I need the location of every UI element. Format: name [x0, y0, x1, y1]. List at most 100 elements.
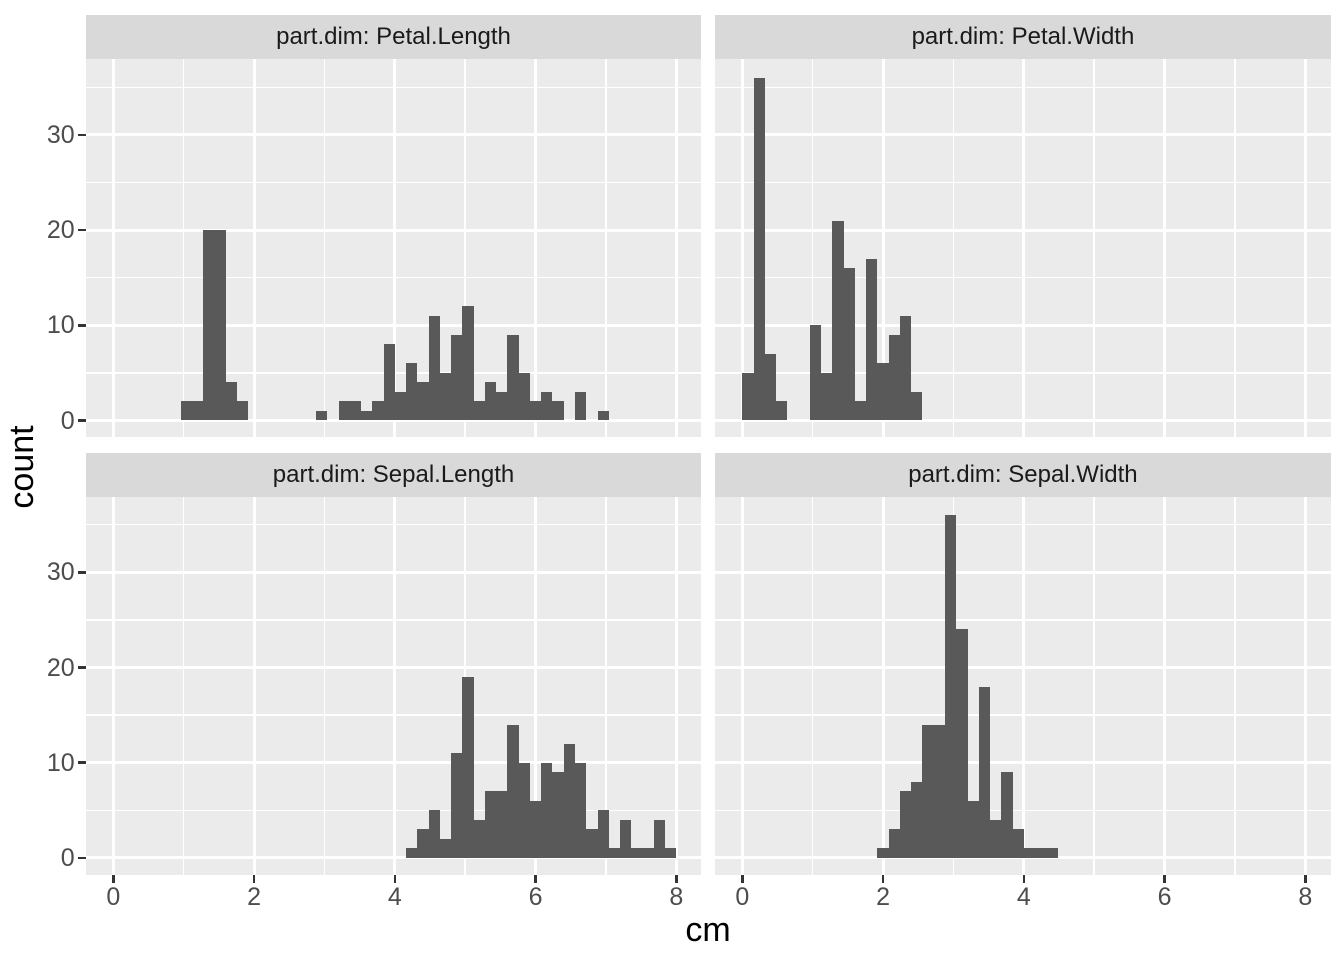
y-tick-label: 0	[60, 843, 75, 872]
histogram-bar	[821, 372, 833, 421]
facet-strip: part.dim: Sepal.Length	[86, 452, 701, 497]
histogram-bar	[462, 677, 474, 858]
histogram-bar	[428, 810, 440, 858]
y-tick-label: 10	[46, 748, 75, 777]
histogram-bar	[496, 391, 508, 421]
histogram-bar	[383, 344, 395, 421]
y-tick-label: 30	[46, 120, 75, 149]
histogram-bar	[439, 838, 452, 858]
gridline-major-x	[881, 496, 885, 875]
histogram-bar	[933, 724, 945, 858]
histogram-bar	[372, 401, 384, 421]
histogram-bar	[956, 629, 968, 858]
gridline-major-y	[86, 666, 701, 669]
gridline-major-x	[393, 496, 397, 875]
y-tick-mark	[77, 419, 86, 422]
gridline-minor-x	[464, 59, 466, 438]
histogram-bar	[642, 848, 654, 858]
y-tick-label: 10	[46, 311, 75, 340]
y-tick-label: 20	[46, 653, 75, 682]
histogram-bar	[529, 800, 542, 858]
gridline-major-y	[86, 419, 701, 422]
gridline-major-y	[86, 761, 701, 765]
histogram-bar	[597, 810, 609, 858]
gridline-major-x	[1163, 496, 1167, 875]
gridline-major-y	[715, 228, 1331, 232]
gridline-minor-x	[1093, 59, 1095, 438]
x-tick-mark	[393, 874, 397, 883]
gridline-minor-x	[1234, 59, 1236, 438]
y-tick-label: 20	[46, 216, 75, 245]
histogram-bar	[1035, 848, 1047, 858]
x-tick-label: 2	[247, 883, 261, 911]
histogram-bar	[552, 772, 564, 858]
gridline-major-x	[111, 59, 115, 438]
histogram-bar	[518, 372, 530, 421]
histogram-bar	[473, 401, 485, 421]
histogram-bar	[843, 268, 855, 421]
histogram-bar	[911, 781, 923, 858]
histogram-bar	[764, 353, 777, 421]
x-tick-label: 8	[1298, 883, 1313, 911]
histogram-bar	[854, 401, 867, 421]
gridline-major-x	[1022, 496, 1026, 875]
facet-strip-label: part.dim: Sepal.Width	[908, 460, 1138, 488]
histogram-bar	[552, 401, 564, 421]
histogram-bar	[451, 334, 463, 421]
facet-strip: part.dim: Petal.Width	[715, 15, 1331, 60]
x-tick-label: 0	[735, 883, 750, 911]
histogram-bar	[518, 762, 530, 858]
gridline-minor-x	[323, 59, 326, 438]
gridline-major-y	[715, 666, 1331, 669]
histogram-bar	[394, 391, 407, 421]
x-tick-mark	[675, 874, 678, 883]
y-tick-mark	[77, 761, 86, 764]
histogram-bar	[507, 334, 519, 421]
histogram-bar	[574, 762, 587, 858]
y-tick-label: 0	[60, 406, 75, 435]
histogram-bar	[899, 315, 912, 421]
gridline-major-y	[86, 133, 701, 137]
x-tick-mark	[252, 874, 256, 883]
histogram-bar	[237, 401, 249, 421]
histogram-bar	[990, 819, 1002, 858]
y-tick-mark	[77, 228, 86, 232]
gridline-major-x	[1022, 59, 1026, 438]
x-tick-label: 4	[387, 883, 402, 911]
histogram-bar	[832, 220, 844, 421]
histogram-bar	[203, 230, 215, 421]
y-tick-mark	[77, 666, 86, 669]
histogram-bar	[653, 819, 666, 858]
histogram-bar	[967, 800, 979, 858]
gridline-major-y	[715, 856, 1331, 860]
histogram-bar	[1001, 772, 1013, 858]
x-tick-mark	[534, 874, 537, 883]
histogram-bar	[338, 401, 350, 421]
histogram-bar	[225, 382, 238, 421]
gridline-major-x	[393, 59, 397, 438]
x-tick-label: 0	[106, 883, 121, 911]
histogram-bar	[439, 372, 452, 421]
gridline-minor-x	[605, 496, 607, 875]
gridline-major-x	[534, 59, 538, 438]
facet-strip-label: part.dim: Sepal.Length	[272, 460, 515, 488]
gridline-major-x	[674, 496, 678, 875]
gridline-major-y	[715, 570, 1331, 574]
gridline-minor-x	[811, 496, 814, 875]
histogram-bar	[1012, 829, 1024, 858]
histogram-bar	[417, 382, 429, 421]
histogram-bar	[428, 315, 440, 421]
x-tick-mark	[112, 874, 115, 883]
y-tick-mark	[77, 133, 86, 137]
gridline-minor-x	[1234, 496, 1236, 875]
gridline-minor-x	[182, 496, 185, 875]
histogram-bar	[406, 363, 418, 421]
histogram-bar	[753, 77, 765, 421]
gridline-major-x	[252, 496, 256, 875]
histogram-bar	[484, 382, 497, 421]
histogram-bar	[180, 401, 193, 421]
histogram-bar	[742, 372, 754, 421]
histogram-bar	[361, 410, 373, 421]
gridline-major-y	[86, 570, 701, 574]
